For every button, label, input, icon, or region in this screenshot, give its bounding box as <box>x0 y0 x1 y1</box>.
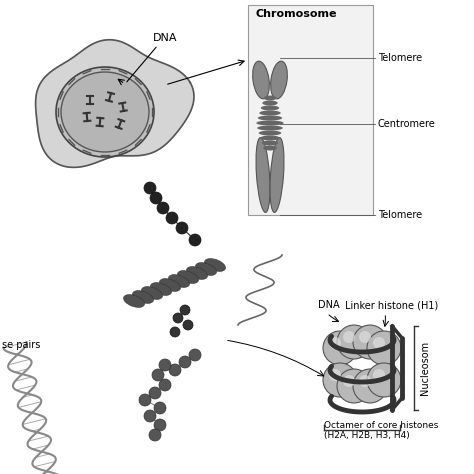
Circle shape <box>159 379 171 391</box>
Circle shape <box>144 182 156 194</box>
Circle shape <box>154 402 166 414</box>
Circle shape <box>157 202 169 214</box>
Ellipse shape <box>257 126 283 130</box>
Text: Telomere: Telomere <box>378 210 422 220</box>
Circle shape <box>329 337 341 349</box>
Ellipse shape <box>256 120 284 126</box>
Text: Nucleosom: Nucleosom <box>420 341 430 395</box>
Circle shape <box>189 349 201 361</box>
Circle shape <box>144 410 156 422</box>
Circle shape <box>170 327 180 337</box>
Text: Telomere: Telomere <box>378 53 422 63</box>
Ellipse shape <box>150 283 172 295</box>
Ellipse shape <box>260 136 280 140</box>
Circle shape <box>373 337 385 349</box>
Circle shape <box>189 234 201 246</box>
Text: Linker histone (H1): Linker histone (H1) <box>345 300 438 310</box>
Circle shape <box>152 369 164 381</box>
Ellipse shape <box>177 271 199 283</box>
Circle shape <box>343 375 355 387</box>
Circle shape <box>150 192 162 204</box>
Circle shape <box>343 331 355 343</box>
Circle shape <box>367 331 401 365</box>
Ellipse shape <box>195 263 217 275</box>
Ellipse shape <box>263 146 277 151</box>
Ellipse shape <box>56 67 154 157</box>
Ellipse shape <box>270 137 284 212</box>
Text: Centromere: Centromere <box>378 119 436 129</box>
Circle shape <box>180 305 190 315</box>
Text: se pairs: se pairs <box>2 340 40 350</box>
Ellipse shape <box>124 295 145 308</box>
Circle shape <box>169 364 181 376</box>
Ellipse shape <box>259 110 281 116</box>
Ellipse shape <box>186 266 208 279</box>
Circle shape <box>149 429 161 441</box>
Ellipse shape <box>261 106 279 110</box>
Circle shape <box>359 331 371 343</box>
Circle shape <box>176 222 188 234</box>
Circle shape <box>337 325 371 359</box>
Ellipse shape <box>262 140 278 146</box>
FancyBboxPatch shape <box>248 5 373 215</box>
Circle shape <box>353 369 387 403</box>
Ellipse shape <box>258 116 282 120</box>
Ellipse shape <box>159 279 181 292</box>
Circle shape <box>166 212 178 224</box>
Circle shape <box>329 369 341 381</box>
Ellipse shape <box>262 100 278 106</box>
Circle shape <box>373 369 385 381</box>
Circle shape <box>149 387 161 399</box>
Circle shape <box>183 320 193 330</box>
Ellipse shape <box>61 72 149 152</box>
Circle shape <box>139 394 151 406</box>
Ellipse shape <box>204 259 226 272</box>
Ellipse shape <box>168 274 190 287</box>
Ellipse shape <box>264 95 276 100</box>
Circle shape <box>159 359 171 371</box>
Ellipse shape <box>271 61 287 99</box>
Text: DNA: DNA <box>153 33 177 43</box>
Circle shape <box>179 356 191 368</box>
Text: DNA: DNA <box>318 300 340 310</box>
Circle shape <box>359 375 371 387</box>
Text: Octamer of core histones
(H2A, H2B, H3, H4): Octamer of core histones (H2A, H2B, H3, … <box>324 420 438 440</box>
Circle shape <box>154 419 166 431</box>
Circle shape <box>353 325 387 359</box>
Circle shape <box>323 363 357 397</box>
Circle shape <box>337 369 371 403</box>
Ellipse shape <box>256 137 270 212</box>
Polygon shape <box>36 40 194 167</box>
Ellipse shape <box>133 291 154 303</box>
Text: Chromosome: Chromosome <box>256 9 337 19</box>
Circle shape <box>323 331 357 365</box>
Circle shape <box>367 363 401 397</box>
Ellipse shape <box>142 287 163 300</box>
Circle shape <box>173 313 183 323</box>
Ellipse shape <box>259 130 281 136</box>
Ellipse shape <box>253 61 269 99</box>
